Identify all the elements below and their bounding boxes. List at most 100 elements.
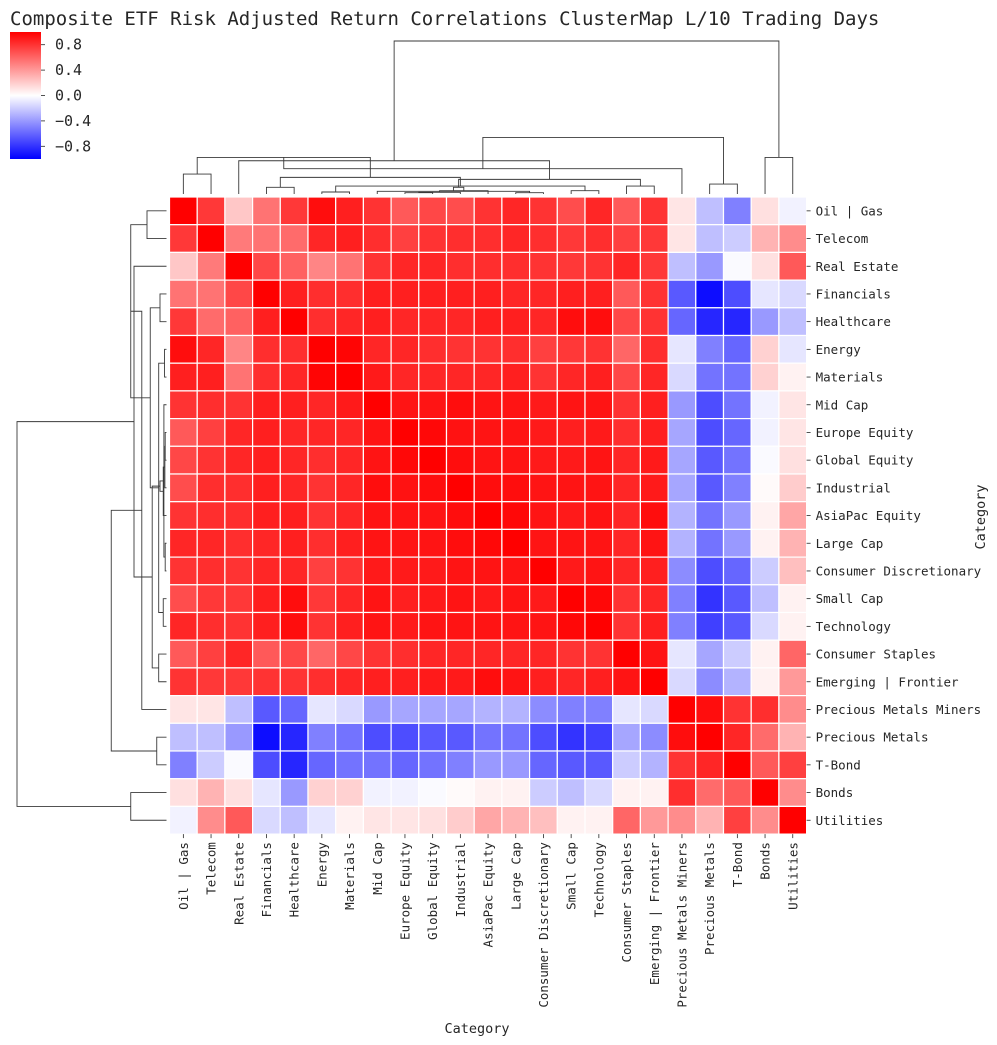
heatmap-cell (528, 722, 558, 752)
heatmap-cell (750, 473, 780, 503)
column-dendrogram (182, 40, 794, 194)
heatmap-cell (722, 528, 752, 558)
column-dendrogram-link (482, 137, 724, 185)
heatmap-cell (667, 307, 697, 337)
heatmap-cell (224, 362, 254, 392)
heatmap-cell (695, 334, 725, 364)
heatmap-cell (584, 279, 614, 309)
heatmap-cell (639, 196, 669, 226)
heatmap-cell (307, 334, 337, 364)
heatmap-cell (445, 778, 475, 808)
heatmap-cell (501, 251, 531, 281)
heatmap-cell (528, 224, 558, 253)
heatmap-cell (556, 334, 586, 364)
heatmap-cell (445, 639, 475, 669)
heatmap-cell (445, 805, 475, 835)
heatmap-cell (196, 445, 226, 475)
heatmap-cell (556, 556, 586, 586)
heatmap-cell (695, 667, 725, 697)
heatmap-cell (584, 445, 614, 475)
heatmap-cell (390, 390, 420, 420)
heatmap-cell (168, 556, 198, 586)
heatmap-cell (252, 445, 281, 475)
heatmap-cell (778, 556, 808, 586)
heatmap-cell (196, 307, 226, 337)
heatmap-cell (445, 750, 475, 780)
heatmap-cell (695, 639, 725, 669)
y-tick-label: Consumer Staples (816, 647, 936, 662)
heatmap-cell (473, 390, 503, 420)
heatmap-cell (722, 307, 752, 337)
heatmap-cell (362, 584, 392, 614)
heatmap-cell (224, 334, 254, 364)
heatmap-cell (224, 473, 254, 503)
heatmap-cell (750, 528, 780, 558)
heatmap-cell (196, 362, 226, 392)
colorbar-tick-label: 0.8 (55, 36, 82, 54)
heatmap-cell (528, 750, 558, 780)
heatmap-cell (528, 251, 558, 281)
heatmap-cell (168, 528, 198, 558)
heatmap-cell (362, 750, 392, 780)
heatmap-cell (335, 722, 365, 752)
heatmap-cell (390, 224, 420, 253)
heatmap-cell (279, 418, 309, 447)
heatmap-cell (390, 251, 420, 281)
heatmap-cell (722, 445, 752, 475)
heatmap-cell (252, 224, 281, 253)
x-tick-label: Energy (314, 842, 329, 888)
heatmap-cell (390, 722, 420, 752)
heatmap-cell (667, 611, 697, 641)
heatmap-cell (722, 390, 752, 420)
row-dendrogram-link (156, 736, 167, 766)
heatmap-cell (224, 196, 254, 226)
heatmap-cell (224, 667, 254, 697)
y-tick-label: Large Cap (816, 536, 884, 551)
heatmap-cell (750, 307, 780, 337)
heatmap-cell (778, 390, 808, 420)
colorbar-tick-label: −0.8 (55, 137, 91, 155)
heatmap-cell (695, 473, 725, 503)
heatmap-cell (279, 611, 309, 641)
heatmap-cell (307, 307, 337, 337)
heatmap-cell (390, 307, 420, 337)
x-tick-label: Global Equity (425, 842, 440, 940)
row-dendrogram-link (164, 432, 167, 461)
heatmap-cell (307, 611, 337, 641)
heatmap-cell (778, 778, 808, 808)
colorbar-tick-label: 0.0 (55, 87, 82, 105)
heatmap-cell (501, 473, 531, 503)
row-dendrogram-link (164, 542, 167, 572)
heatmap-cell (362, 334, 392, 364)
heatmap-cell (418, 307, 448, 337)
heatmap-cell (695, 694, 725, 724)
heatmap-cell (196, 778, 226, 808)
heatmap-cell (695, 611, 725, 641)
heatmap-cell (778, 667, 808, 697)
heatmap-cell (307, 805, 337, 835)
heatmap-cell (778, 584, 808, 614)
heatmap-cell (307, 722, 337, 752)
heatmap-cell (335, 805, 365, 835)
heatmap-cell (279, 307, 309, 337)
heatmap-cell (695, 584, 725, 614)
heatmap-cell (418, 362, 448, 392)
row-dendrogram (16, 210, 167, 821)
heatmap-cell (667, 445, 697, 475)
heatmap-cell (224, 722, 254, 752)
heatmap-cell (722, 362, 752, 392)
heatmap-cell (224, 750, 254, 780)
heatmap-cell (390, 667, 420, 697)
heatmap-cell (168, 667, 198, 697)
heatmap-cell (584, 556, 614, 586)
heatmap-cell (722, 334, 752, 364)
heatmap-cell (252, 279, 281, 309)
heatmap-cell (390, 473, 420, 503)
heatmap-cell (224, 556, 254, 586)
heatmap-cell (501, 196, 531, 226)
heatmap-cell (722, 224, 752, 253)
heatmap-cell (418, 251, 448, 281)
heatmap-cell (584, 334, 614, 364)
heatmap-cell (196, 196, 226, 226)
heatmap-cell (224, 528, 254, 558)
